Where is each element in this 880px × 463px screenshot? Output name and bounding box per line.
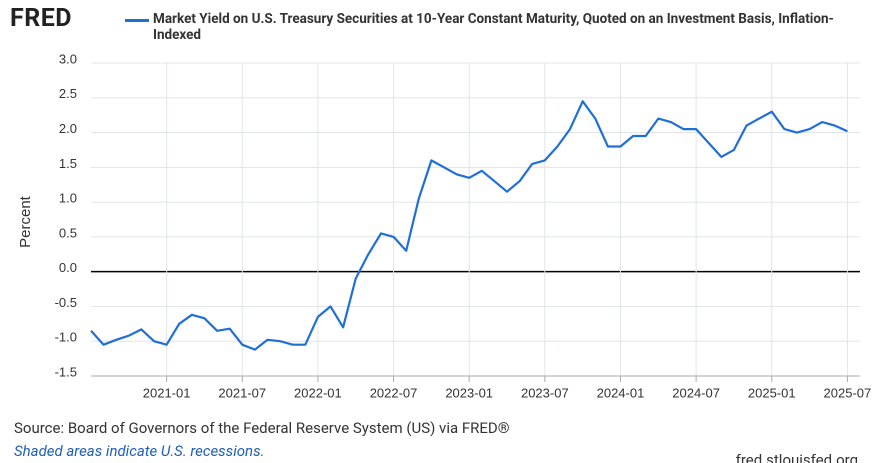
y-tick-label: 3.0 [59,51,77,66]
y-tick-label: -1.0 [55,330,77,345]
logo[interactable]: FRED [10,4,73,33]
x-tick-label: 2021-07 [218,385,266,400]
y-tick-label: 1.5 [59,156,77,171]
legend-text: Market Yield on U.S. Treasury Securities… [153,11,834,43]
x-tick-label: 2021-01 [143,385,191,400]
chart: Percent -1.5 -1.0 -0.5 0.0 0.5 1.0 1.5 2.0 2.5 3.… [17,51,872,400]
x-tick-label: 2022-07 [370,385,418,400]
site[interactable]: fred.stlouisfed.org [735,451,858,463]
x-tick-label: 2024-07 [672,385,720,400]
y-tick-label: 2.5 [59,86,77,101]
note: Shaded areas indicate U.S. recessions. [14,442,265,460]
y-tick-label: 1.0 [59,191,77,206]
y-tick-label: 0.5 [59,225,77,240]
x-tick-label: 2023-07 [521,385,569,400]
plot-area [91,63,860,376]
y-tick-label: 0.0 [59,260,77,275]
y-tick-label: -0.5 [55,295,77,310]
x-tick-label: 2025-01 [748,385,796,400]
series-line [90,100,848,351]
legend-key [125,19,149,22]
x-tick-label: 2023-01 [445,385,493,400]
x-tick-label: 2024-01 [597,385,645,400]
x-tick-label: 2025-07 [824,385,872,400]
x-tick-label: 2022-01 [294,385,342,400]
source: Source: Board of Governors of the Federa… [14,419,510,437]
y-tick-label: 2.0 [59,121,77,136]
y-tick-label: -1.5 [55,364,77,379]
y-axis-label: Percent [17,195,34,248]
